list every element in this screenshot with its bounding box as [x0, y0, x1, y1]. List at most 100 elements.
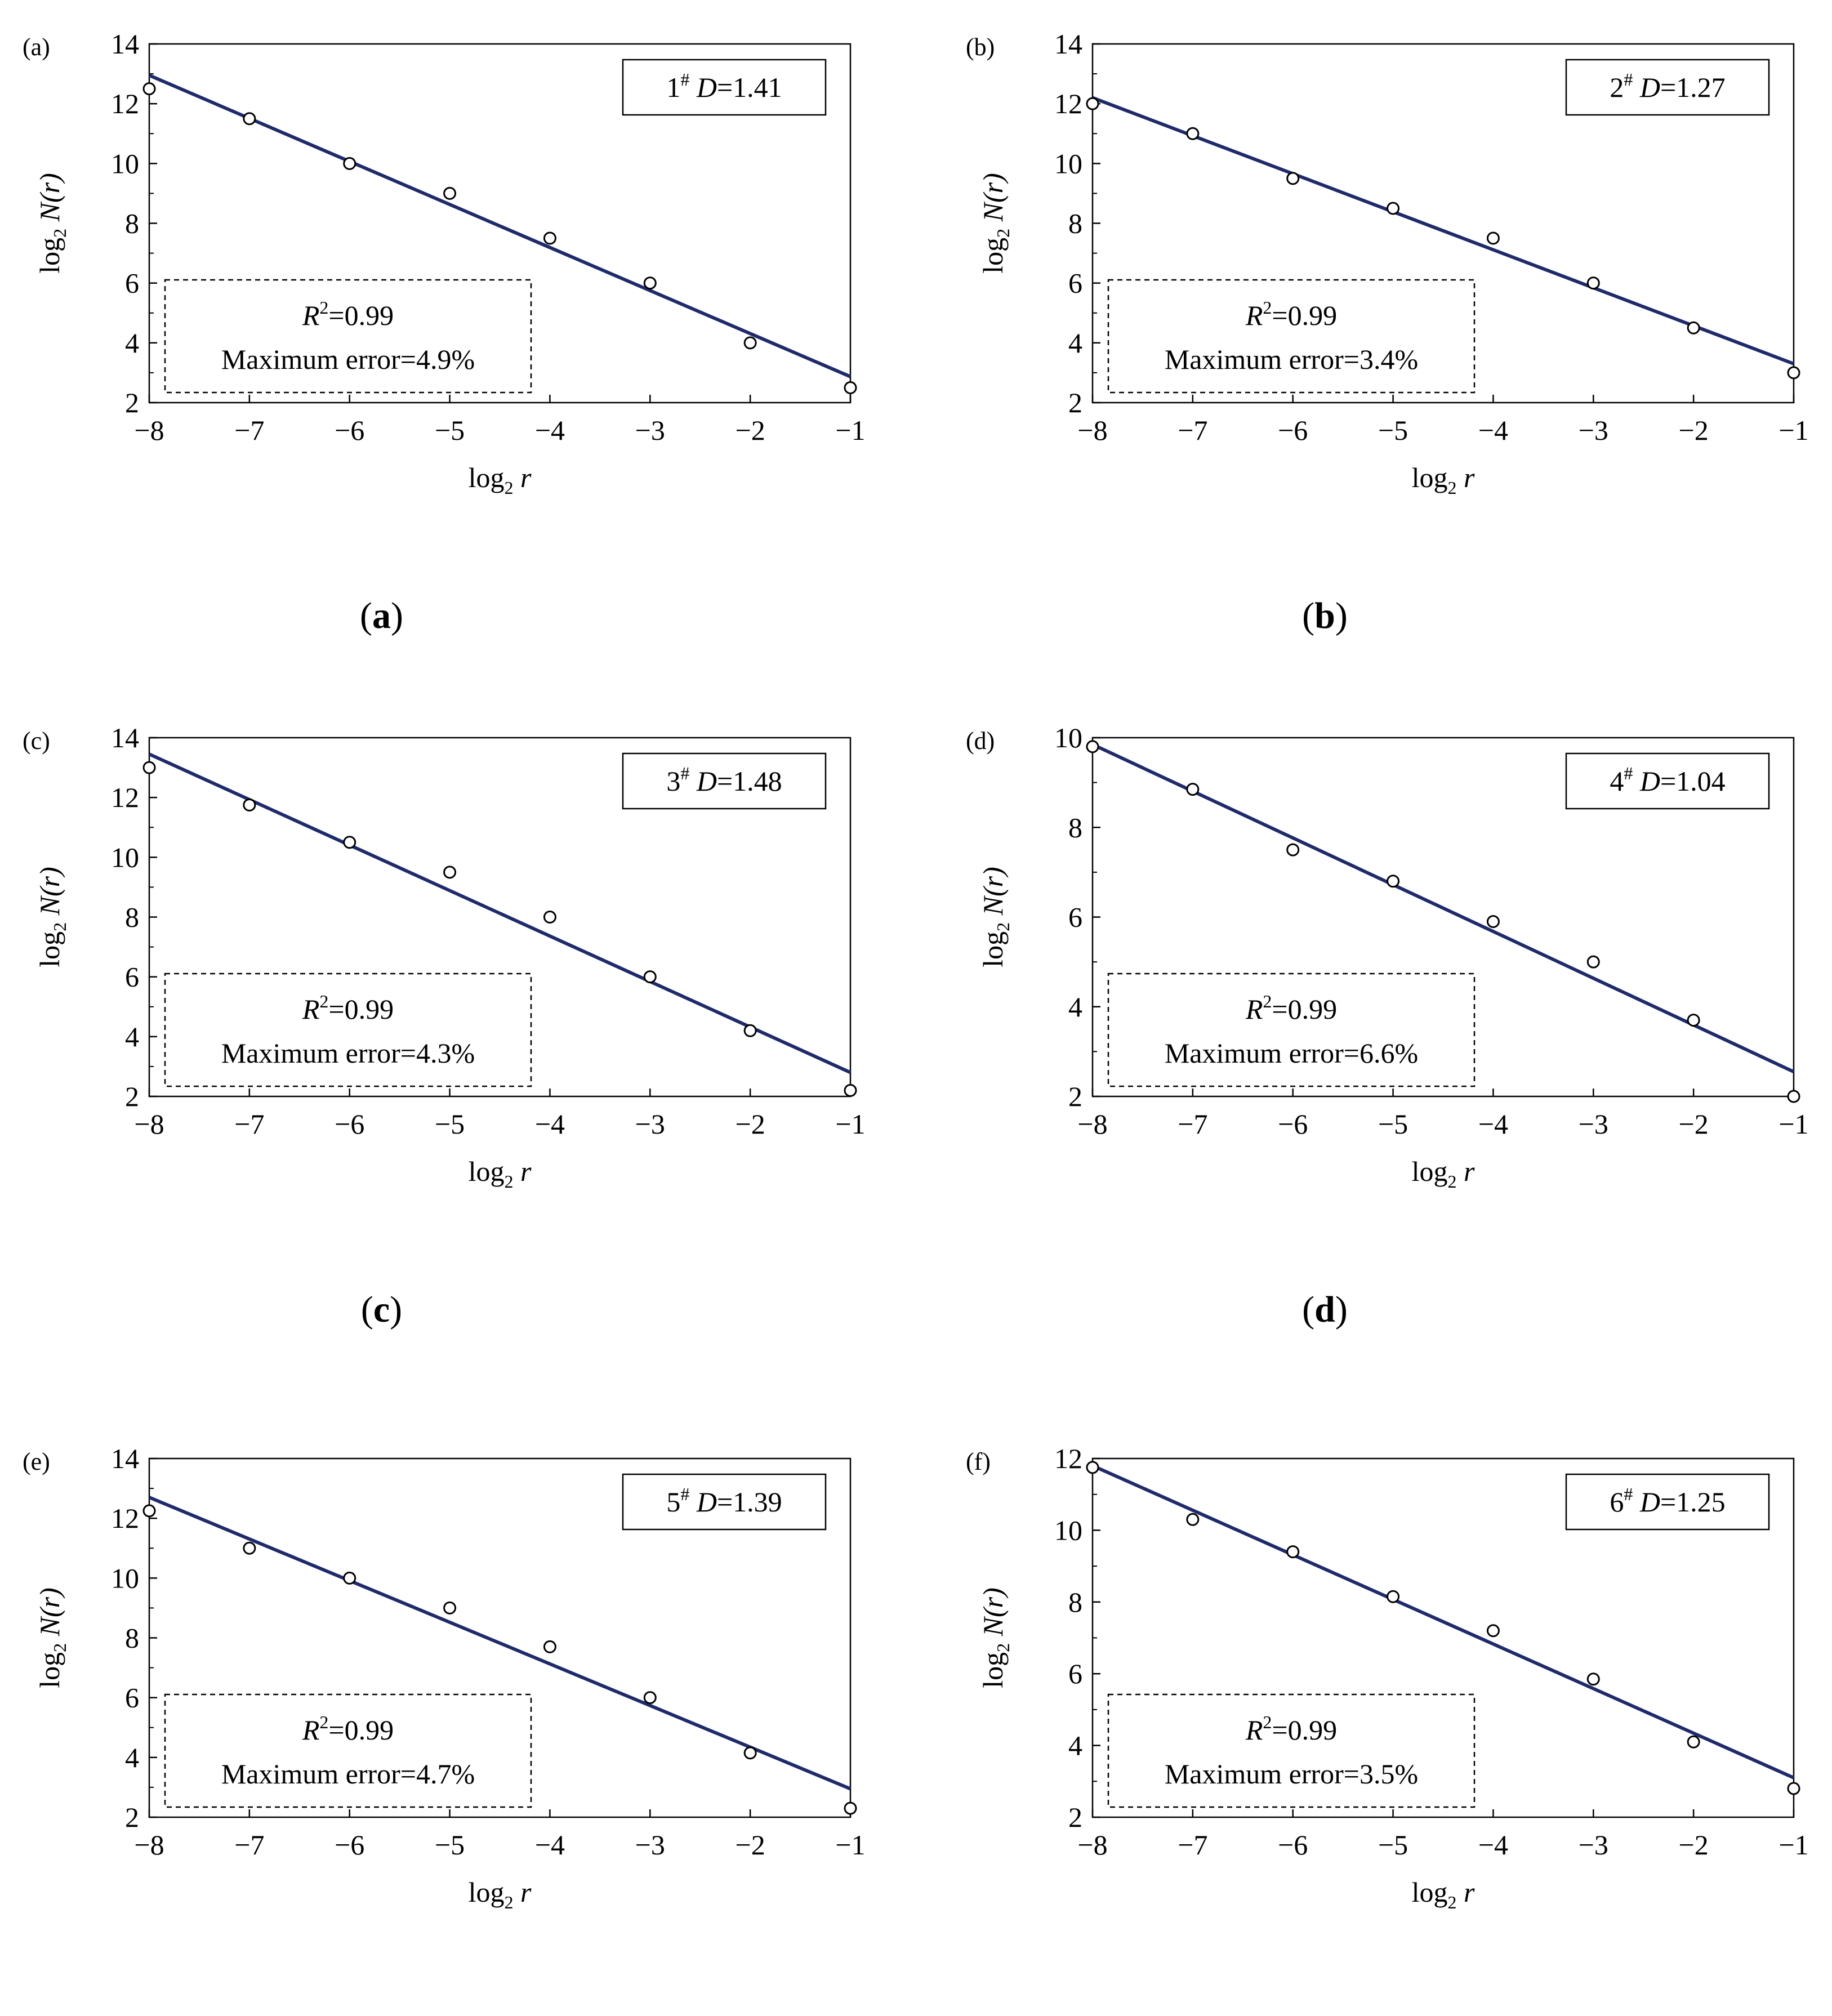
data-point	[1787, 1782, 1800, 1795]
panel-caption: (f)	[1307, 2010, 1344, 2016]
data-point	[1486, 1624, 1500, 1638]
data-point	[1586, 276, 1600, 290]
panel-tag: (d)	[966, 727, 995, 755]
y-axis-label-log: log	[977, 1652, 1009, 1688]
x-tick-label: −4	[535, 1829, 565, 1861]
x-axis-label: log2 r	[1412, 1876, 1475, 1912]
dimension-legend-box	[622, 752, 827, 810]
data-point	[1787, 366, 1800, 380]
caption-letter: f	[1319, 2010, 1332, 2016]
dimension-symbol: D	[1639, 72, 1660, 103]
x-tick-label: −8	[134, 1108, 164, 1140]
data-point	[844, 1083, 857, 1097]
data-point	[1586, 955, 1600, 969]
y-axis-label-sub: 2	[993, 1643, 1013, 1652]
x-axis-label-space	[513, 462, 520, 493]
r-squared-superscript: 2	[1263, 1712, 1272, 1732]
y-tick-label: 4	[1068, 327, 1082, 359]
y-axis-label-log: log	[34, 1652, 65, 1688]
x-tick-label: −3	[1579, 414, 1608, 446]
sample-number: 6	[1610, 1486, 1624, 1518]
r-squared-value: =0.99	[328, 1714, 394, 1746]
data-point	[142, 82, 156, 96]
panel-caption: (e)	[361, 2010, 402, 2016]
y-tick-label: 14	[111, 722, 139, 753]
y-tick-label: 6	[1068, 902, 1082, 933]
x-tick-label: −1	[835, 414, 865, 446]
y-tick-label: 8	[125, 902, 139, 933]
x-tick-label: −1	[835, 1829, 865, 1861]
y-tick-label: 6	[125, 267, 139, 299]
data-point	[1687, 1735, 1700, 1749]
caption-open: (	[1302, 1289, 1314, 1330]
dimension-legend-box	[1565, 59, 1770, 116]
y-tick-label: 4	[125, 327, 139, 359]
sample-number: 2	[1610, 72, 1624, 103]
r-squared-symbol: R	[1245, 300, 1263, 331]
data-point	[1787, 1090, 1800, 1103]
x-axis-label-log: log	[469, 1876, 505, 1908]
r-squared-text: R2=0.99	[302, 991, 394, 1025]
y-axis-label-var: N(r)	[977, 867, 1009, 916]
r-squared-text: R2=0.99	[1245, 991, 1337, 1025]
x-axis-label-var: r	[520, 462, 532, 493]
x-axis-label-sub: 2	[504, 1892, 513, 1912]
dimension-symbol: D	[696, 765, 717, 797]
dimension-symbol: D	[696, 1486, 717, 1518]
y-tick-label: 8	[125, 208, 139, 239]
y-tick-label: 10	[1054, 148, 1082, 179]
data-point	[1586, 1672, 1600, 1686]
data-point	[844, 1801, 857, 1815]
y-tick-label: 4	[125, 1021, 139, 1052]
y-axis-label-sub: 2	[993, 922, 1013, 931]
dimension-legend-text: 5# D=1.39	[666, 1484, 782, 1518]
data-point	[643, 970, 657, 984]
y-axis-label-var: N(r)	[34, 1587, 65, 1636]
x-tick-label: −7	[234, 1829, 264, 1861]
data-point	[443, 1601, 457, 1614]
x-tick-label: −6	[335, 1829, 364, 1861]
y-tick-label: 10	[1054, 1514, 1082, 1546]
x-axis-label: log2 r	[1412, 1156, 1475, 1192]
y-axis-label: log2 N(r)	[977, 173, 1013, 274]
panel-tag: (e)	[23, 1448, 50, 1475]
caption-letter: a	[372, 595, 391, 636]
y-axis-label-sub: 2	[50, 229, 70, 238]
legend-space	[689, 1486, 697, 1518]
dimension-value: =1.25	[1660, 1486, 1726, 1518]
x-axis-label-var: r	[1464, 1156, 1475, 1187]
y-tick-label: 12	[1054, 1443, 1082, 1474]
y-tick-label: 10	[111, 841, 139, 873]
legend-space	[689, 765, 697, 797]
sample-number: 1	[666, 72, 680, 103]
fit-stats-box	[164, 279, 532, 394]
data-point	[343, 157, 356, 170]
sample-superscript: #	[1624, 763, 1633, 783]
x-axis-label-sub: 2	[1447, 1171, 1456, 1192]
x-tick-label: −2	[736, 414, 765, 446]
fit-stats-box	[1107, 973, 1476, 1087]
y-tick-label: 8	[1068, 811, 1082, 843]
caption-close: )	[1331, 2010, 1343, 2016]
r-squared-text: R2=0.99	[302, 1712, 394, 1746]
y-tick-label: 10	[111, 148, 139, 179]
dimension-legend-box	[622, 1473, 827, 1531]
y-tick-label: 6	[125, 961, 139, 993]
r-squared-superscript: 2	[1263, 297, 1272, 318]
legend-space	[689, 72, 697, 103]
x-axis-label: log2 r	[469, 1876, 532, 1912]
x-tick-label: −8	[1077, 1829, 1107, 1861]
y-axis-label-space	[34, 1636, 65, 1643]
fit-line	[148, 752, 852, 1074]
y-tick-label: 2	[125, 387, 139, 418]
data-point	[1286, 1545, 1300, 1559]
caption-open: (	[1302, 595, 1314, 636]
sample-number: 5	[666, 1486, 680, 1518]
data-point	[743, 1746, 757, 1760]
data-point	[142, 1504, 156, 1518]
dimension-legend-box	[1565, 1473, 1770, 1531]
max-error-text: Maximum error=4.9%	[221, 344, 475, 375]
y-tick-label: 2	[1068, 1801, 1082, 1833]
x-tick-label: −6	[335, 414, 364, 446]
